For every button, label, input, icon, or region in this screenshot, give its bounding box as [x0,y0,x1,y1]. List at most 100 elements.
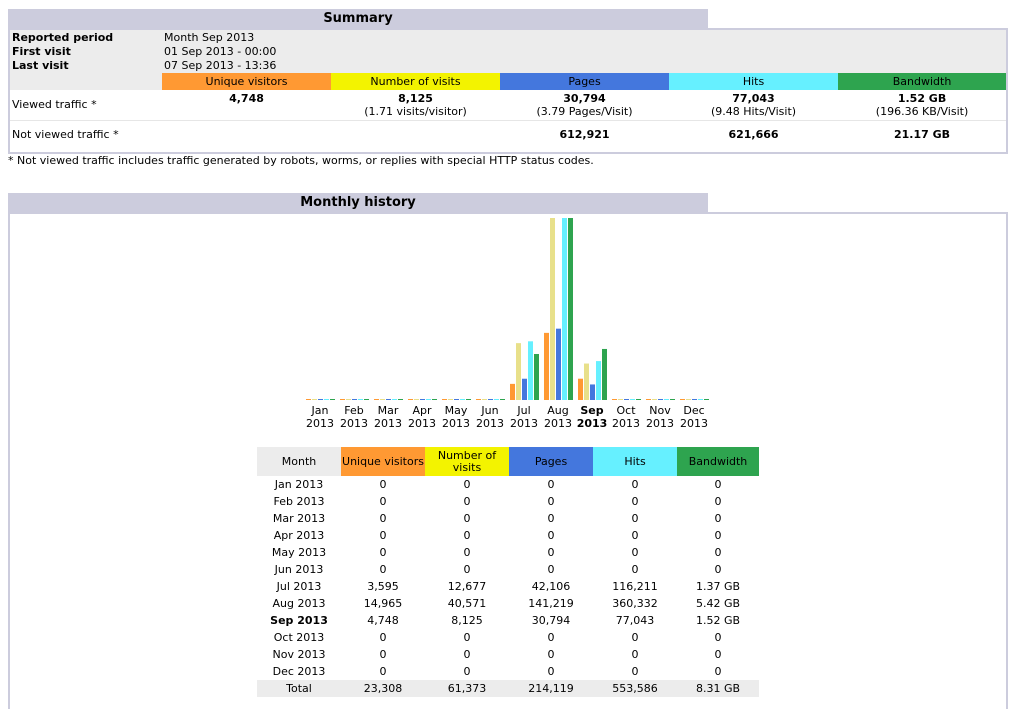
chart-month-year: 2013 [340,417,368,430]
hist-cell-pg: 0 [547,512,555,525]
chart-bar [568,218,573,400]
chart-month-label: Apr 2013 [405,404,439,430]
hist-total-label: Total [257,680,341,697]
hist-cell-bw: 0 [714,648,722,661]
chart-bar [556,328,561,400]
hist-total-pg: 214,119 [509,680,593,697]
chart-bar [612,399,617,400]
chart-month-name: Jun [481,404,499,417]
hist-cell-bw: 0 [714,478,722,491]
hist-cell-uv: 0 [379,478,387,491]
hist-cell-uv: 0 [379,546,387,559]
chart-bar [476,399,481,400]
chart-bar [442,399,447,400]
hist-cell-month: Jul 2013 [276,580,322,593]
hist-cell-bw: 0 [714,563,722,576]
chart-month-label: Sep 2013 [575,404,609,430]
hist-cell-uv: 0 [379,648,387,661]
chart-month-label: Dec 2013 [677,404,711,430]
chart-bar [578,378,583,400]
first-visit-label: First visit [10,45,162,59]
hist-cell-month: Sep 2013 [270,614,328,627]
hist-total-ht: 553,586 [593,680,677,697]
hist-cell-month: Jun 2013 [274,563,324,576]
chart-bar [488,399,493,400]
hist-cell-month: Feb 2013 [273,495,325,508]
chart-bar [454,399,459,400]
hist-header-pages: Pages [509,447,593,476]
col-unique-visitors: Unique visitors [162,73,331,90]
chart-bar [318,399,323,400]
chart-month-label: Jan 2013 [303,404,337,430]
hist-cell-ht: 0 [631,563,639,576]
viewed-bandwidth-sub: (196.36 KB/Visit) [875,105,969,118]
chart-month-label: Oct 2013 [609,404,643,430]
chart-month-year: 2013 [408,417,436,430]
hist-total-nv: 61,373 [425,680,509,697]
hist-cell-pg: 0 [547,648,555,661]
hist-cell-ht: 0 [631,546,639,559]
viewed-hits-sub: (9.48 Hits/Visit) [710,105,797,118]
viewed-bandwidth: 1.52 GB [897,92,947,105]
chart-bar [398,399,403,400]
hist-cell-uv: 0 [379,529,387,542]
col-number-of-visits: Number of visits [331,73,500,90]
hist-cell-nv: 0 [463,478,471,491]
chart-bar [704,399,709,400]
hist-cell-pg: 0 [547,529,555,542]
chart-bar [544,332,549,400]
hist-cell-nv: 0 [463,495,471,508]
table-row: Sep 2013 4,748 8,125 30,794 77,043 1.52 GB [257,612,759,629]
chart-month-year: 2013 [442,417,470,430]
reported-period-value: Month Sep 2013 [162,30,1007,45]
chart-bar [692,399,697,400]
viewed-pages-sub: (3.79 Pages/Visit) [536,105,633,118]
viewed-visits-sub: (1.71 visits/visitor) [364,105,467,118]
hist-header-unique-visitors: Unique visitors [341,447,425,476]
hist-cell-uv: 4,748 [367,614,399,627]
hist-cell-month: Apr 2013 [273,529,325,542]
hist-cell-nv: 8,125 [451,614,483,627]
chart-month-year: 2013 [544,417,572,430]
hist-cell-nv: 40,571 [447,597,487,610]
chart-month-label: Aug 2013 [541,404,575,430]
chart-bar [420,399,425,400]
chart-bar [414,399,419,400]
chart-bar [494,399,499,400]
not-viewed-bandwidth: 21.17 GB [838,119,1007,149]
table-row: Nov 2013 0 0 0 0 0 [257,646,759,663]
hist-cell-pg: 0 [547,478,555,491]
chart-month-name: Aug [547,404,569,417]
chart-bar [482,399,487,400]
hist-cell-uv: 0 [379,631,387,644]
chart-bar [646,399,651,400]
chart-month-year: 2013 [680,417,708,430]
hist-cell-ht: 0 [631,495,639,508]
table-row: Jun 2013 0 0 0 0 0 [257,561,759,578]
chart-bar [352,399,357,400]
hist-cell-month: Jan 2013 [274,478,324,491]
hist-cell-bw: 0 [714,529,722,542]
hist-cell-pg: 0 [547,495,555,508]
table-row: Apr 2013 0 0 0 0 0 [257,527,759,544]
chart-bar [698,399,703,400]
chart-bar [510,383,515,400]
col-bandwidth: Bandwidth [838,73,1007,90]
hist-header-visits: Number of visits [425,447,509,476]
viewed-hits: 77,043 [732,92,775,105]
chart-month-label: Jul 2013 [507,404,541,430]
monthly-history-title: Monthly history [8,193,708,212]
chart-month-name: Jan [311,404,329,417]
hist-cell-pg: 42,106 [531,580,571,593]
hist-cell-pg: 0 [547,665,555,678]
hist-cell-nv: 12,677 [447,580,487,593]
chart-month-year: 2013 [646,417,674,430]
hist-cell-month: Dec 2013 [272,665,326,678]
footnote: * Not viewed traffic includes traffic ge… [8,154,594,167]
chart-bar [652,399,657,400]
hist-cell-bw: 1.52 GB [695,614,741,627]
table-row: Feb 2013 0 0 0 0 0 [257,493,759,510]
hist-cell-pg: 30,794 [531,614,571,627]
chart-month-label: Feb 2013 [337,404,371,430]
monthly-history-chart [306,218,709,400]
